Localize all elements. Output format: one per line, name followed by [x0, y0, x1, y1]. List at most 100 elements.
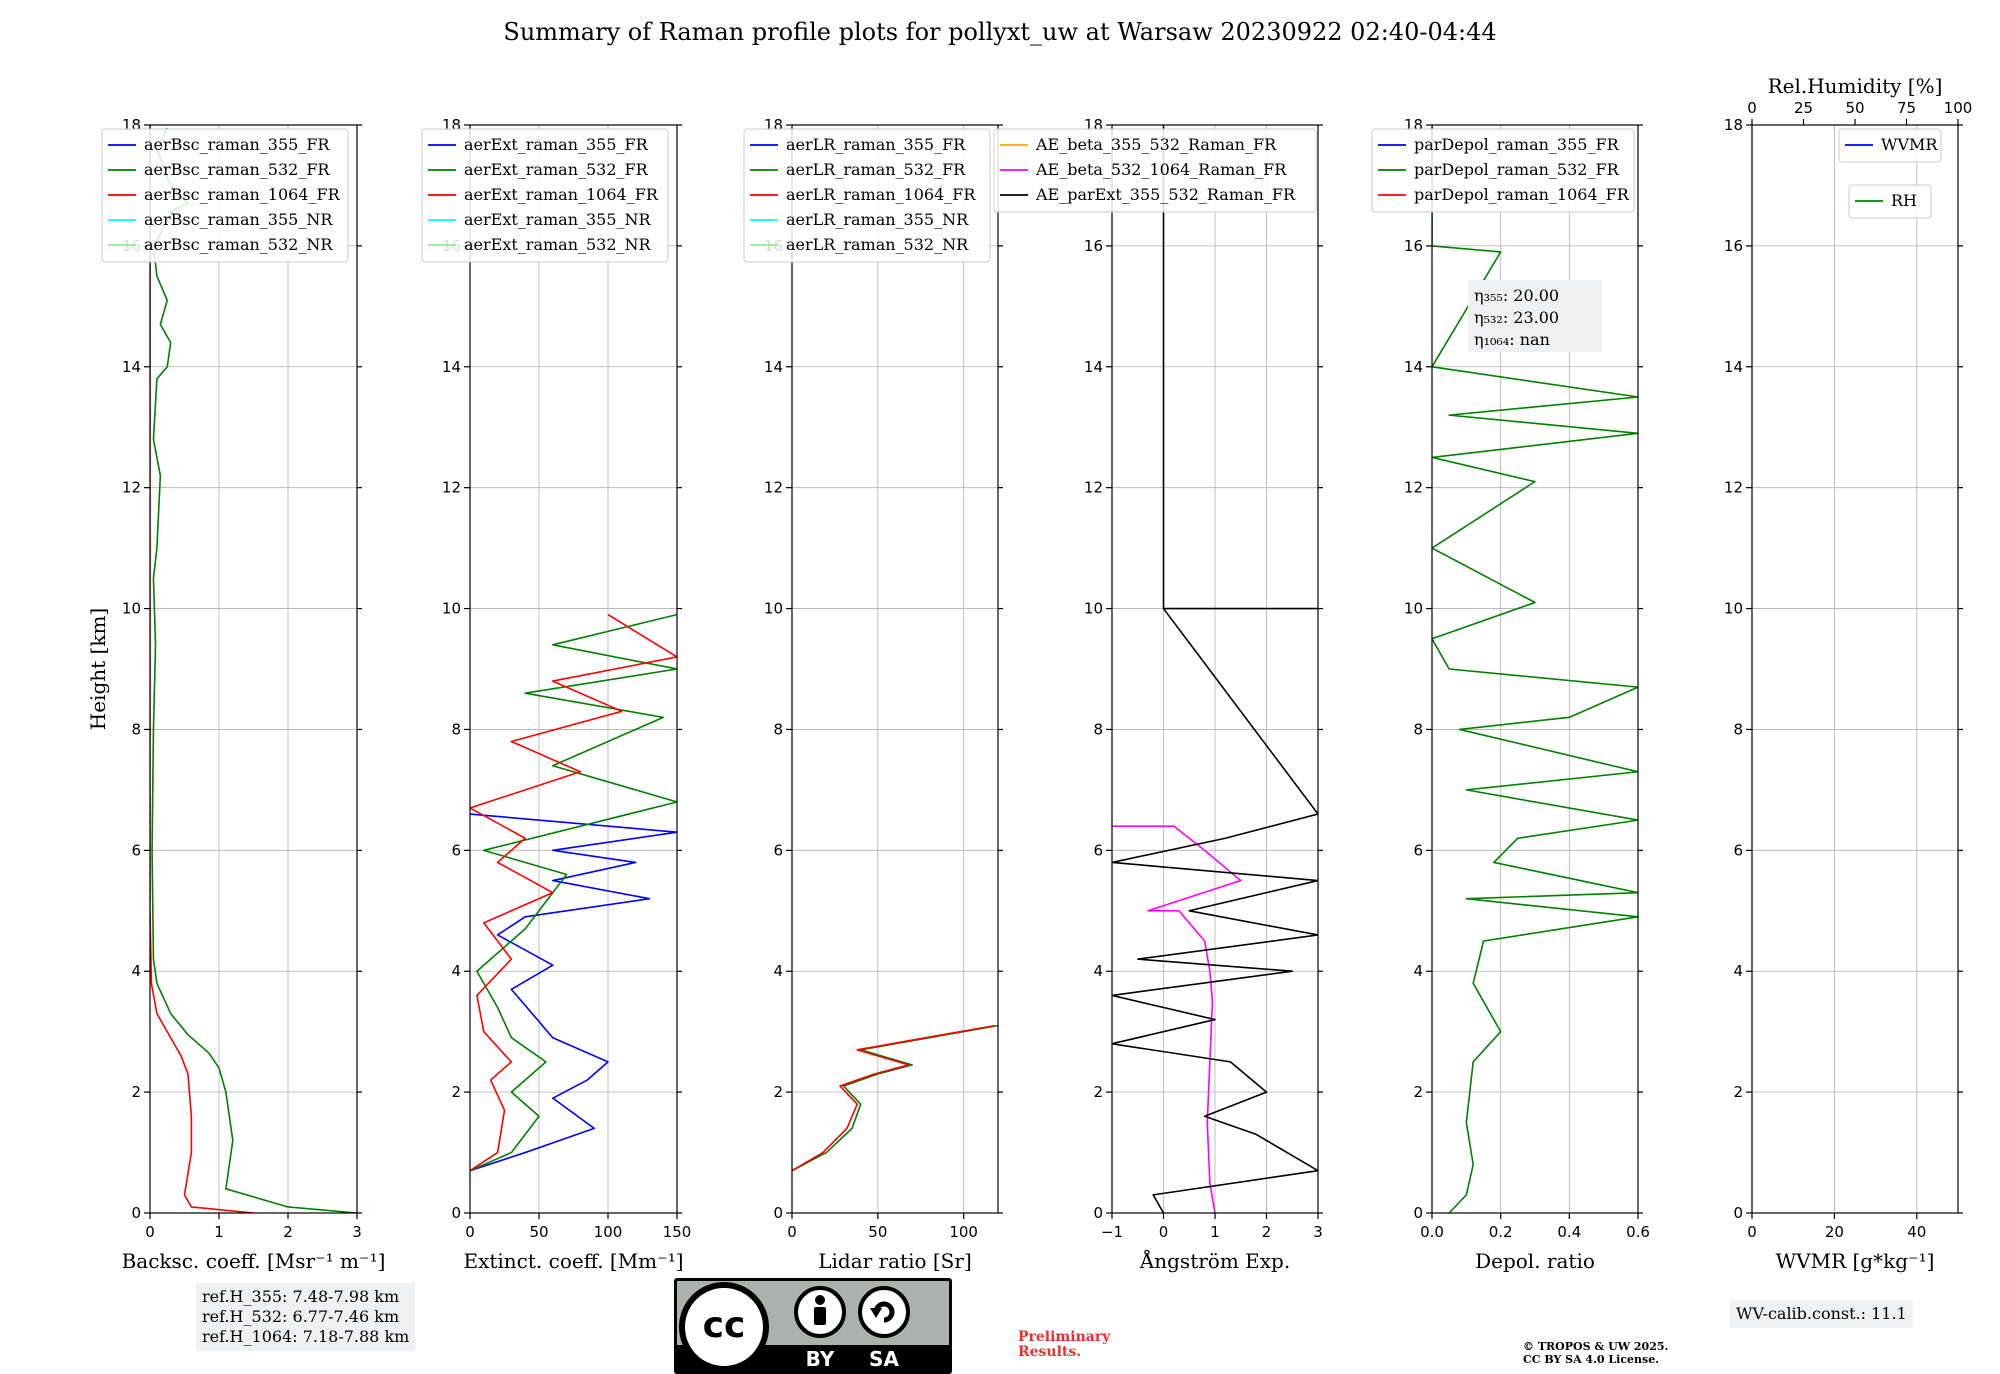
y-tick-label: 14	[1404, 358, 1423, 376]
legend-label: aerLR_raman_532_FR	[786, 160, 966, 179]
y-tick-label: 6	[131, 841, 141, 859]
y-tick-label: 10	[122, 600, 141, 618]
y-tick-label: 6	[1733, 841, 1743, 859]
y-tick-label: 12	[764, 479, 783, 497]
by-label: BY	[806, 1347, 835, 1371]
plots-svg: 0123024681012141618Backsc. coeff. [Msr⁻¹…	[86, 74, 1972, 1273]
panel-wv: 0 20 40 0 2 4 6 8 10 12 14 16 18 WVMR [g*kg⁻¹] 0 25 50 75…	[1724, 74, 1972, 1273]
y-tick-label: 2	[1093, 1083, 1103, 1101]
y-tick-label: 4	[1093, 962, 1103, 980]
y-tick-label: 14	[1724, 358, 1743, 376]
y-tick-label: 12	[122, 479, 141, 497]
y-tick-label: 12	[1404, 479, 1423, 497]
ref-height-532: ref.H_532: 6.77-7.46 km	[202, 1307, 400, 1326]
sa-label: SA	[869, 1347, 899, 1371]
y-tick-label: 4	[773, 962, 783, 980]
x-tick-label: 0	[465, 1223, 475, 1241]
y-tick-label: 6	[1413, 841, 1423, 859]
y-tick-label: 2	[1733, 1083, 1743, 1101]
x-tick-label: 0	[1747, 1223, 1757, 1241]
y-tick-label: 8	[451, 720, 461, 738]
series-line-aerExt_raman_532_FR	[470, 613, 677, 1172]
legend: AE_beta_355_532_Raman_FR AE_beta_532_1064…	[993, 128, 1317, 213]
x-tick-label: 0	[787, 1223, 797, 1241]
wv-calibration-text: WV-calib.const.: 11.1	[1736, 1304, 1907, 1323]
preliminary-line-2: Results.	[1018, 1344, 1082, 1360]
x-tick-label: 0	[145, 1223, 155, 1241]
x-tick-label: 100	[594, 1223, 623, 1241]
preliminary-note: Preliminary Results.	[1018, 1330, 1110, 1360]
share-alike-icon	[858, 1286, 910, 1338]
copyright-note: © TROPOS & UW 2025. CC BY SA 4.0 License…	[1523, 1340, 1668, 1366]
x-tick-label: 150	[663, 1223, 692, 1241]
y-tick-label: 6	[773, 841, 783, 859]
x-tick-label: 20	[1825, 1223, 1844, 1241]
cc-text: cc	[703, 1305, 746, 1346]
legend: aerBsc_raman_355_FR aerBsc_raman_532_FRae…	[101, 128, 349, 263]
legend: parDepol_raman_355_FR parDepol_raman_532_…	[1371, 128, 1635, 213]
axes-frame	[791, 124, 999, 1214]
series-line-aerLR_raman_1064_FR	[792, 1024, 995, 1172]
y-tick-label: 14	[122, 358, 141, 376]
top-x-tick-label: 50	[1845, 99, 1864, 117]
x-tick-label: 1	[214, 1223, 224, 1241]
y-tick-label: 14	[764, 358, 783, 376]
y-tick-label: 8	[1733, 720, 1743, 738]
y-tick-label: 4	[131, 962, 141, 980]
x-axis-label: Extinct. coeff. [Mm⁻¹]	[463, 1249, 683, 1273]
legend: aerExt_raman_355_FR aerExt_raman_532_FRae…	[421, 128, 669, 263]
legend: WVMR	[1838, 128, 1942, 163]
x-tick-label: 1	[1210, 1223, 1220, 1241]
y-tick-label: 8	[1093, 720, 1103, 738]
x-tick-label: 3	[352, 1223, 362, 1241]
legend-label: AE_parExt_355_532_Raman_FR	[1035, 185, 1296, 204]
legend-label: aerLR_raman_532_NR	[786, 235, 969, 254]
eta-line: η₁₀₆₄: nan	[1474, 330, 1550, 349]
legend-label: aerExt_raman_532_NR	[464, 235, 652, 254]
x-axis-label: Backsc. coeff. [Msr⁻¹ m⁻¹]	[122, 1249, 386, 1273]
y-tick-label: 4	[1413, 962, 1423, 980]
legend-label: aerLR_raman_355_FR	[786, 135, 966, 154]
legend-label: aerExt_raman_1064_FR	[464, 185, 659, 204]
axes-frame	[1751, 124, 1959, 1214]
y-tick-label: 10	[1724, 600, 1743, 618]
y-tick-label: 14	[442, 358, 461, 376]
legend: RH	[1848, 184, 1932, 219]
legend-label: aerBsc_raman_532_NR	[144, 235, 333, 254]
x-tick-label: 0.4	[1557, 1223, 1581, 1241]
y-tick-label: 16	[1724, 237, 1743, 255]
legend-label: aerBsc_raman_1064_FR	[144, 185, 341, 204]
x-tick-label: 0.2	[1489, 1223, 1513, 1241]
panel-bsc: 0123024681012141618Backsc. coeff. [Msr⁻¹…	[86, 116, 385, 1273]
legend-label: parDepol_raman_355_FR	[1414, 135, 1620, 154]
series-line-aerBsc_raman_532_FR	[151, 127, 357, 1213]
legend-label: WVMR	[1881, 135, 1938, 154]
ref-height-1064: ref.H_1064: 7.18-7.88 km	[202, 1327, 410, 1346]
axes-frame	[469, 124, 678, 1214]
figure-title: Summary of Raman profile plots for polly…	[503, 18, 1497, 46]
x-tick-label: 50	[529, 1223, 548, 1241]
copyright-line-1: © TROPOS & UW 2025.	[1523, 1340, 1669, 1353]
y-tick-label: 10	[764, 600, 783, 618]
y-tick-label: 8	[1413, 720, 1423, 738]
y-tick-label: 8	[773, 720, 783, 738]
reference-heights-box: ref.H_355: 7.48-7.98 km ref.H_532: 6.77-…	[196, 1283, 416, 1351]
panel-lr: 050100024681012141618Lidar ratio [Sr]aer…	[743, 116, 1003, 1273]
wv-calibration-box: WV-calib.const.: 11.1	[1730, 1300, 1913, 1328]
y-tick-label: 12	[1724, 479, 1743, 497]
series-line-aerExt_raman_1064_FR	[470, 613, 677, 1172]
x-tick-label: 2	[1262, 1223, 1272, 1241]
legend-label: aerExt_raman_532_FR	[464, 160, 649, 179]
legend-label: parDepol_raman_532_FR	[1414, 160, 1620, 179]
y-tick-label: 4	[1733, 962, 1743, 980]
x-axis-label: Lidar ratio [Sr]	[818, 1249, 972, 1273]
panel-ext: 050100150024681012141618Extinct. coeff. …	[421, 116, 692, 1273]
y-tick-label: 6	[1093, 841, 1103, 859]
cc-license-badge: cc BY SA	[674, 1278, 952, 1374]
series-line-AE_parExt_355_532_Raman_FR	[1112, 125, 1318, 1213]
y-tick-label: 6	[451, 841, 461, 859]
y-tick-label: 10	[1404, 600, 1423, 618]
legend-label: aerLR_raman_355_NR	[786, 210, 969, 229]
series-line-aerExt_raman_355_FR	[470, 813, 677, 1172]
